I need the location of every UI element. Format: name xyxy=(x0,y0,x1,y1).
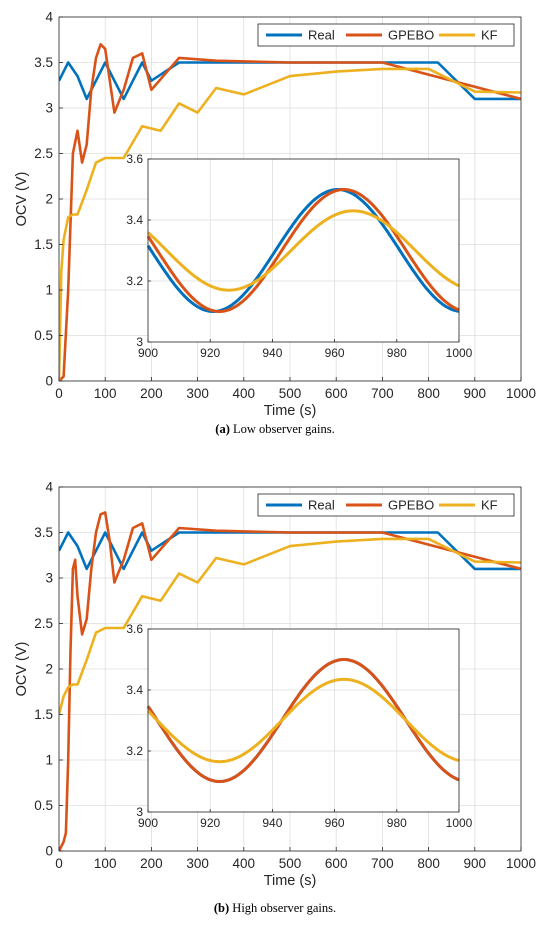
x-axis-label: Time (s) xyxy=(264,873,317,889)
inset-y-tick-label: 3.2 xyxy=(126,274,143,288)
inset-y-tick-label: 3.6 xyxy=(126,622,143,636)
inset-x-tick-label: 940 xyxy=(262,346,282,360)
x-tick-label: 300 xyxy=(186,386,209,401)
series-line-gpebo xyxy=(59,43,521,381)
inset-axes-box xyxy=(147,158,460,343)
x-tick-label: 600 xyxy=(325,386,348,401)
x-tick-label: 200 xyxy=(140,386,163,401)
caption-tag: (a) xyxy=(215,422,230,436)
x-tick-label: 1000 xyxy=(506,386,536,401)
x-tick-label: 500 xyxy=(279,386,302,401)
legend-label-gpebo: GPEBO xyxy=(388,498,434,513)
inset-y-tick-label: 3 xyxy=(136,805,143,819)
x-tick-label: 700 xyxy=(371,856,394,871)
inset-y-tick-label: 3.4 xyxy=(126,213,143,227)
y-axis-label: OCV (V) xyxy=(14,642,30,697)
y-tick-label: 1 xyxy=(45,753,53,768)
x-tick-label: 300 xyxy=(186,856,209,871)
legend-label-kf: KF xyxy=(481,28,498,43)
x-tick-label: 400 xyxy=(233,386,256,401)
x-tick-label: 100 xyxy=(94,386,117,401)
legend: Real GPEBO KF xyxy=(257,493,515,517)
inset-y-tick-label: 3.4 xyxy=(126,683,143,697)
legend-box xyxy=(257,23,515,47)
y-tick-label: 0 xyxy=(45,374,53,389)
inset-x-tick-label: 920 xyxy=(200,816,220,830)
inset-plot-area xyxy=(148,629,459,812)
inset-x-tick-label: 980 xyxy=(387,816,407,830)
x-axis-label: Time (s) xyxy=(264,403,317,419)
x-tick-label: 800 xyxy=(417,856,440,871)
inset-series-line-kf xyxy=(146,677,460,764)
x-tick-label: 700 xyxy=(371,386,394,401)
x-tick-label: 1000 xyxy=(506,856,536,871)
legend-box xyxy=(257,493,515,517)
y-axis-label: OCV (V) xyxy=(14,172,30,227)
x-tick-label: 600 xyxy=(325,856,348,871)
series-line-kf xyxy=(59,67,521,381)
y-tick-label: 1.5 xyxy=(34,237,53,252)
figure-caption: (b) High observer gains. xyxy=(214,901,336,915)
x-tick-label: 500 xyxy=(279,856,302,871)
inset-x-tick-label: 1000 xyxy=(446,346,473,360)
x-tick-label: 400 xyxy=(233,856,256,871)
inset-plot-area xyxy=(148,159,459,342)
series-line-real xyxy=(59,531,521,571)
x-tick-label: 100 xyxy=(94,856,117,871)
inset-x-tick-label: 900 xyxy=(138,346,158,360)
y-tick-label: 2.5 xyxy=(34,616,53,631)
y-tick-label: 0 xyxy=(45,844,53,859)
series-line-kf xyxy=(59,537,521,715)
chart-panel-a: 0 100 200 300 400 500 600 700 800 900 1000 0 0.5 1 1.5… xyxy=(14,10,536,437)
legend: Real GPEBO KF xyxy=(257,23,515,47)
y-tick-label: 1 xyxy=(45,283,53,298)
chart-panel-b: 0 100 200 300 400 500 600 700 800 900 1000 0 0.5 1 1.5… xyxy=(14,480,536,916)
inset-axes-box xyxy=(147,628,460,813)
series-line-gpebo xyxy=(59,511,521,851)
inset-x-tick-label: 920 xyxy=(200,346,220,360)
caption-tag: (b) xyxy=(214,901,229,915)
y-tick-label: 2 xyxy=(45,192,53,207)
legend-label-gpebo: GPEBO xyxy=(388,28,434,43)
x-tick-label: 800 xyxy=(417,386,440,401)
x-tick-label: 0 xyxy=(55,386,63,401)
x-tick-label: 200 xyxy=(140,856,163,871)
inset-chart: 900 920 940 960 980 1000 3 3.2 3.4 3.6 xyxy=(126,152,472,360)
inset-y-tick-label: 3.2 xyxy=(126,744,143,758)
legend-label-real: Real xyxy=(308,28,335,43)
y-tick-label: 0.5 xyxy=(34,798,53,813)
inset-x-tick-label: 900 xyxy=(138,816,158,830)
inset-x-tick-label: 940 xyxy=(262,816,282,830)
y-tick-label: 3.5 xyxy=(34,525,53,540)
y-tick-label: 4 xyxy=(45,10,53,25)
inset-y-tick-label: 3.6 xyxy=(126,152,143,166)
y-tick-label: 2.5 xyxy=(34,146,53,161)
y-tick-label: 3.5 xyxy=(34,55,53,70)
x-tick-label: 900 xyxy=(464,856,487,871)
y-tick-label: 2 xyxy=(45,662,53,677)
x-tick-label: 0 xyxy=(55,856,63,871)
legend-label-real: Real xyxy=(308,498,335,513)
caption-text: High observer gains. xyxy=(229,901,336,915)
inset-chart: 900 920 940 960 980 1000 3 3.2 3.4 3.6 xyxy=(126,622,472,830)
inset-series-line-gpebo xyxy=(146,188,460,313)
y-tick-label: 1.5 xyxy=(34,707,53,722)
y-tick-label: 0.5 xyxy=(34,328,53,343)
y-tick-label: 3 xyxy=(45,101,53,116)
inset-series-line-kf xyxy=(147,209,460,292)
y-tick-label: 3 xyxy=(45,571,53,586)
inset-series-line-real xyxy=(146,188,460,313)
x-tick-label: 900 xyxy=(464,386,487,401)
y-tick-label: 4 xyxy=(45,480,53,495)
inset-x-tick-label: 960 xyxy=(325,346,345,360)
inset-x-tick-label: 960 xyxy=(325,816,345,830)
inset-x-tick-label: 980 xyxy=(387,346,407,360)
legend-label-kf: KF xyxy=(481,498,498,513)
inset-y-tick-label: 3 xyxy=(136,335,143,349)
figure-caption: (a) Low observer gains. xyxy=(215,422,334,436)
inset-x-tick-label: 1000 xyxy=(446,816,473,830)
caption-text: Low observer gains. xyxy=(230,422,335,436)
